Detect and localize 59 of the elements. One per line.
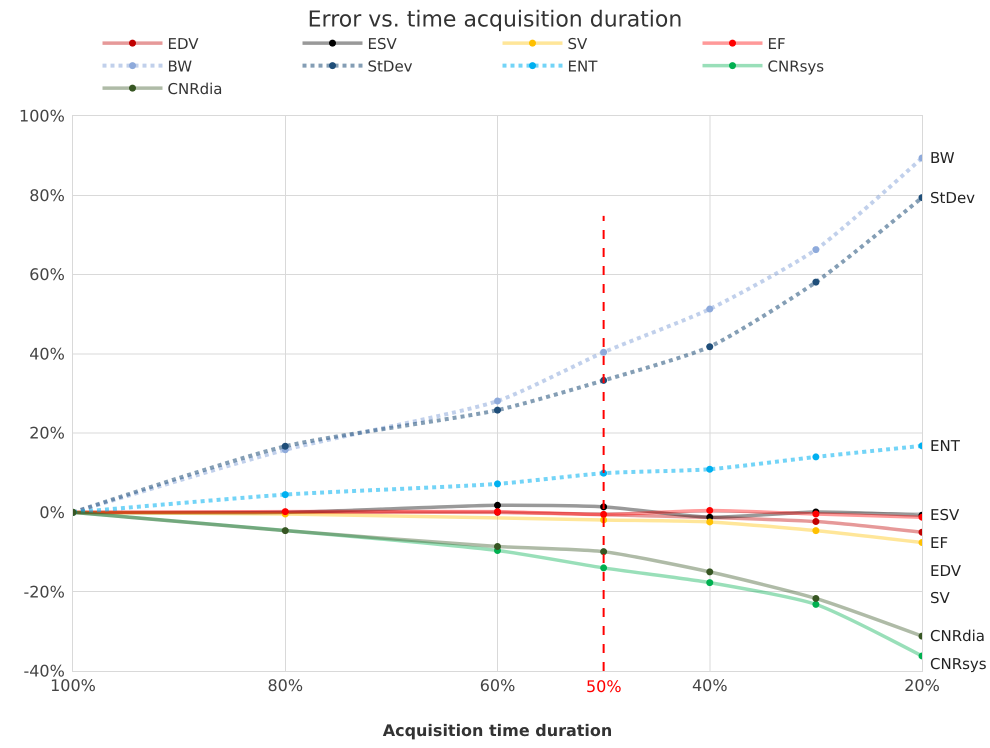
point [706, 466, 714, 473]
text: ESV [930, 506, 960, 524]
x-axis-title: Acquisition time duration [382, 720, 612, 740]
text: CNRsys [930, 655, 987, 673]
point [600, 348, 608, 356]
point [706, 306, 714, 313]
point [706, 518, 714, 526]
point [282, 527, 289, 534]
legend-label: ESV [368, 35, 398, 53]
point [812, 527, 820, 534]
point [494, 398, 501, 405]
legend-label: CNRdia [168, 80, 222, 98]
point [812, 594, 820, 602]
y-tick-label: 40% [29, 344, 65, 364]
legend-label: SV [568, 35, 588, 53]
point [812, 600, 820, 608]
legend-label: BW [168, 58, 192, 76]
point [494, 480, 501, 488]
legend-label: EF [768, 35, 786, 53]
point [282, 491, 289, 498]
point [494, 502, 501, 509]
legend-label: StDev [368, 58, 413, 76]
y-tick-label: 100% [19, 106, 65, 126]
text: StDev [930, 189, 976, 207]
text: EF [930, 534, 948, 552]
point [706, 343, 714, 350]
y-tick-label: 20% [29, 424, 65, 443]
legend-label: ENT [568, 58, 598, 76]
text: CNRdia [930, 627, 985, 645]
point [600, 510, 608, 518]
x-tick-label: 60% [480, 676, 516, 696]
point [600, 548, 608, 556]
y-tick-label: 60% [29, 265, 65, 284]
point [706, 506, 714, 514]
point [706, 568, 714, 576]
point [706, 579, 714, 586]
point [494, 543, 501, 550]
point [812, 453, 820, 460]
point [812, 278, 820, 286]
point [812, 246, 820, 254]
ref-line-label: 50% [586, 677, 622, 696]
point [600, 564, 608, 572]
text: EDV [930, 562, 962, 580]
text: ENT [930, 437, 960, 455]
x-tick-label: 40% [692, 676, 728, 696]
text: BW [930, 149, 955, 167]
y-tick-label: -20% [23, 582, 65, 602]
chart-title: Error vs. time acquisition duration [308, 8, 682, 33]
point [282, 442, 289, 450]
text: SV [930, 589, 950, 607]
y-tick-label: 0% [39, 503, 65, 522]
x-tick-label: 100% [50, 676, 96, 696]
x-tick-label: 80% [267, 676, 304, 696]
y-tick-label: 80% [29, 186, 65, 205]
point [494, 406, 501, 414]
point [812, 518, 820, 526]
x-tick-label: 20% [904, 676, 940, 696]
legend-label: EDV [168, 35, 200, 53]
legend-label: CNRsys [768, 58, 824, 76]
